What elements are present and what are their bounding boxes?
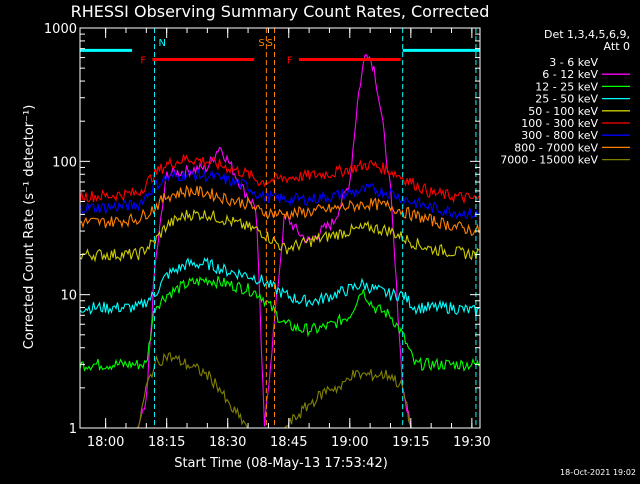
legend-label-7: 800 - 7000 keV xyxy=(514,141,598,154)
legend-header-1: Det 1,3,4,5,6,9, xyxy=(544,28,630,41)
series-line-3 xyxy=(80,257,479,317)
x-tick-label-3: 18:45 xyxy=(270,435,307,450)
marker-label-2: S xyxy=(267,38,273,49)
legend-label-6: 300 - 800 keV xyxy=(521,129,598,142)
legend-label-3: 25 - 50 keV xyxy=(535,93,598,106)
marker-label-1: S xyxy=(258,38,264,49)
x-tick-label-2: 18:30 xyxy=(209,435,246,450)
series-line-2 xyxy=(80,276,480,372)
y-tick-label-2: 100 xyxy=(52,155,77,170)
series-line-1 xyxy=(80,53,479,428)
legend-label-0: 3 - 6 keV xyxy=(549,56,598,69)
legend-header-2: Att 0 xyxy=(604,40,630,53)
y-axis-label: Corrected Count Rate (s⁻¹ detector⁻¹) xyxy=(22,105,37,350)
x-axis-label: Start Time (08-May-13 17:53:42) xyxy=(174,456,388,471)
series-line-5 xyxy=(80,154,480,205)
series-line-6 xyxy=(80,168,480,220)
legend-label-5: 100 - 300 keV xyxy=(521,117,598,130)
series-line-0 xyxy=(80,76,479,428)
flag-label-0: F xyxy=(140,56,146,67)
y-tick-label-3: 1000 xyxy=(44,22,77,37)
series-line-4 xyxy=(80,208,480,263)
marker-label-0: N xyxy=(158,38,165,49)
series-line-7 xyxy=(80,184,480,237)
x-tick-label-0: 18:00 xyxy=(87,435,124,450)
footer-timestamp: 18-Oct-2021 19:02 xyxy=(560,468,636,477)
legend-label-4: 50 - 100 keV xyxy=(528,105,598,118)
legend-label-2: 12 - 25 keV xyxy=(535,80,598,93)
legend-label-8: 7000 - 15000 keV xyxy=(500,154,598,167)
x-tick-label-6: 19:30 xyxy=(453,435,490,450)
y-tick-label-1: 10 xyxy=(60,289,77,304)
y-tick-label-0: 1 xyxy=(69,422,77,437)
plot-frame xyxy=(79,27,481,429)
x-tick-label-5: 19:15 xyxy=(392,435,429,450)
x-tick-label-1: 18:15 xyxy=(148,435,185,450)
series-line-8 xyxy=(80,352,479,428)
legend-label-1: 6 - 12 keV xyxy=(542,68,598,81)
chart-title: RHESSI Observing Summary Count Rates, Co… xyxy=(71,2,490,21)
flag-label-1: F xyxy=(287,56,293,67)
x-tick-label-4: 19:00 xyxy=(331,435,368,450)
